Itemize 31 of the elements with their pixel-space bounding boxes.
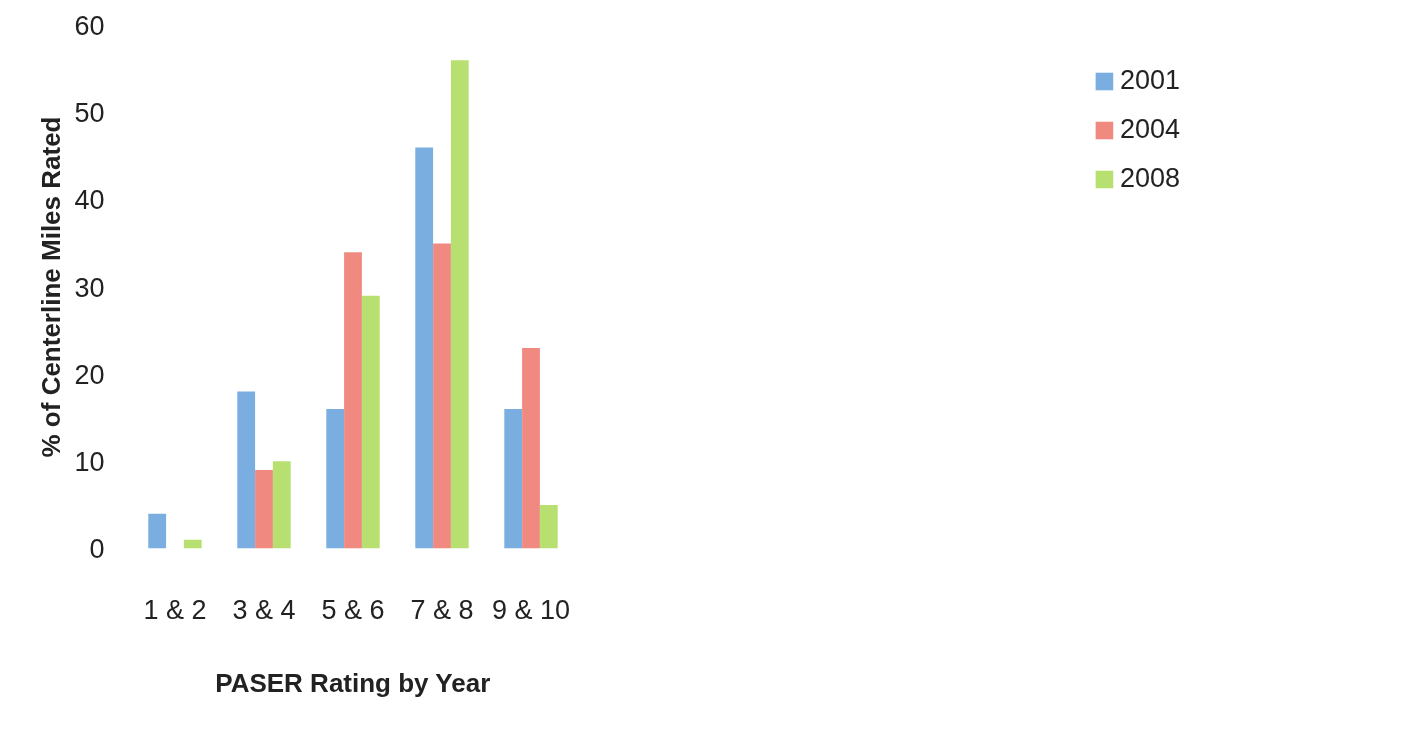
x-tick-label: 5 & 6	[321, 594, 385, 625]
bar	[183, 539, 202, 549]
x-tick-label: 9 & 10	[491, 594, 571, 625]
x-tick-label: 3 & 4	[232, 594, 296, 625]
bar	[272, 461, 291, 549]
bar	[148, 513, 167, 549]
y-tick-label: 0	[89, 534, 105, 564]
y-tick-label: 40	[74, 185, 105, 216]
y-tick-label: 60	[74, 11, 105, 41]
legend-label: 2008	[1119, 163, 1180, 194]
legend-label: 2001	[1119, 65, 1180, 96]
bar	[504, 409, 523, 549]
bar	[361, 295, 380, 549]
x-axis-title: PASER Rating by Year	[215, 667, 491, 698]
x-tick-label: 1 & 2	[143, 594, 207, 625]
bar	[255, 470, 273, 549]
x-tick-label: 7 & 8	[410, 594, 474, 625]
bar	[450, 60, 469, 549]
y-tick-label: 50	[74, 98, 105, 129]
y-axis-title: % of Centerline Miles Rated	[36, 116, 67, 458]
bar	[433, 243, 451, 549]
y-tick-label: 30	[74, 272, 105, 303]
bar	[522, 348, 540, 549]
bar	[415, 147, 434, 549]
legend-label: 2004	[1119, 114, 1180, 145]
y-tick-label: 10	[74, 446, 105, 477]
bar	[344, 252, 362, 549]
bar	[237, 391, 256, 549]
bar	[539, 504, 558, 549]
bar	[326, 409, 345, 549]
y-tick-label: 20	[74, 359, 105, 390]
